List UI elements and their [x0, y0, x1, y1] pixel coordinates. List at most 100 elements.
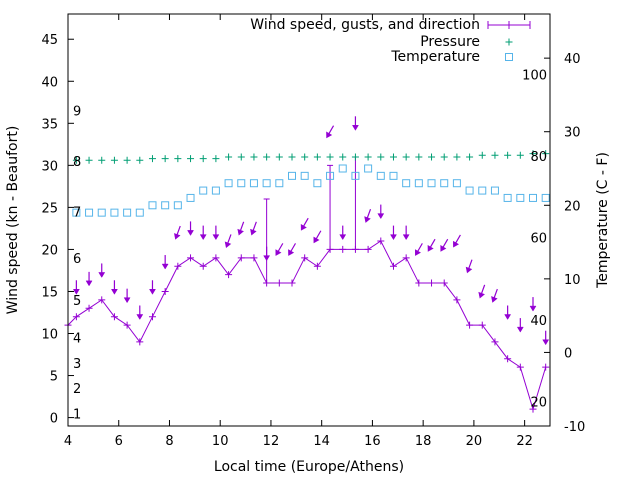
temperature-point — [123, 208, 132, 217]
wind-speed-point — [491, 338, 499, 346]
wind-gust-bar — [352, 156, 359, 250]
temperature-point — [300, 171, 309, 180]
temperature-point — [211, 186, 220, 195]
wind-direction-arrow-head — [339, 234, 347, 241]
wind-direction-arrow — [85, 271, 93, 287]
pressure-point — [174, 155, 182, 163]
pressure-point — [389, 153, 397, 161]
wind-direction-arrow — [414, 243, 423, 256]
legend-label-wind: Wind speed, gusts, and direction — [250, 17, 480, 33]
wind-speed-point — [123, 321, 131, 329]
pressure-point — [453, 153, 461, 161]
y-tick-label: 40 — [41, 75, 58, 90]
wind-direction-arrow — [288, 243, 297, 256]
wind-direction-arrow — [364, 209, 372, 223]
x-tick-label: 12 — [263, 434, 280, 449]
pressure-point — [199, 155, 207, 163]
pressure-point — [542, 150, 550, 158]
pressure-point — [402, 153, 410, 161]
fahrenheit-label: 80 — [530, 150, 547, 165]
wind-direction-arrow — [136, 305, 144, 320]
wind-direction-arrow-head — [478, 291, 485, 299]
pressure-point — [161, 155, 169, 163]
wind-direction-arrow — [453, 234, 461, 248]
wind-speed-point — [428, 279, 436, 287]
wind-direction-arrow-head — [465, 266, 473, 274]
pressure-point — [313, 153, 321, 161]
wind-direction-arrow-head — [98, 272, 106, 278]
wind-direction-arrow-head — [414, 249, 421, 256]
y2-tick-label: 10 — [564, 273, 581, 288]
wind-direction-arrow — [313, 230, 322, 244]
fahrenheit-label: 60 — [530, 232, 547, 247]
wind-direction-arrow — [529, 297, 537, 312]
temperature-point — [288, 171, 297, 180]
wind-direction-arrow-head — [275, 249, 282, 256]
wind-speed-line — [67, 240, 547, 411]
pressure-point — [85, 156, 93, 164]
pressure-point — [529, 150, 537, 158]
temperature-point — [364, 164, 373, 173]
wind-speed-point — [148, 313, 156, 321]
temperature-point — [338, 164, 347, 173]
beaufort-labels: 1 2 3 4 5 6 7 8 9 — [73, 105, 81, 423]
pressure-point — [98, 156, 106, 164]
temperature-point — [186, 193, 195, 202]
temperature-point — [452, 179, 461, 188]
wind-direction-arrow-head — [300, 223, 307, 231]
wind-direction-arrow-head — [288, 249, 295, 256]
wind-direction-arrow — [516, 318, 524, 333]
wind-speed-point — [364, 245, 372, 253]
wind-speed-point — [377, 237, 385, 245]
wind-speed-point — [225, 271, 233, 279]
pressure-point — [504, 151, 512, 159]
wind-speed-point — [136, 338, 144, 346]
wind-direction-arrow-head — [542, 339, 550, 346]
wind-direction-arrow — [339, 225, 347, 241]
wind-speed-point — [529, 405, 537, 413]
temperature-point — [389, 171, 398, 180]
x-tick-label: 8 — [165, 434, 173, 449]
y-tick-label: 0 — [50, 412, 58, 427]
beaufort-label: 1 — [73, 407, 81, 422]
beaufort-label: 6 — [73, 252, 81, 267]
plot-frame — [67, 13, 551, 427]
pressure-point — [339, 153, 347, 161]
beaufort-label: 7 — [73, 206, 81, 221]
x-tick-label: 22 — [516, 434, 533, 449]
wind-speed-point — [516, 363, 524, 371]
wind-direction-arrow — [161, 255, 169, 270]
wind-direction-arrow — [427, 238, 436, 252]
temperature-point — [224, 179, 233, 188]
wind-direction-arrow-head — [491, 296, 498, 303]
temperature-point — [237, 179, 246, 188]
wind-speed-point — [237, 254, 245, 262]
x-tick-label: 10 — [212, 434, 229, 449]
wind-direction-arrow — [187, 221, 194, 236]
wind-speed-point — [466, 321, 474, 329]
legend-sample-temperature — [505, 53, 513, 61]
wind-direction-arrow — [542, 330, 550, 346]
wind-speed-point — [339, 245, 347, 253]
wind-direction-arrow — [390, 225, 397, 241]
wind-direction-arrow-head — [149, 289, 156, 295]
y-tick-label: 15 — [41, 285, 58, 300]
temperature-point — [173, 201, 182, 210]
temperature-point — [427, 179, 436, 188]
temperature-point — [110, 208, 119, 217]
fahrenheit-labels: 20 40 60 80 100 — [522, 68, 547, 410]
pressure-point — [326, 153, 334, 161]
temperature-point — [85, 208, 94, 217]
pressure-point — [263, 153, 271, 161]
x-tick-label: 6 — [115, 434, 123, 449]
pressure-point — [428, 153, 436, 161]
wind-speed-point — [389, 262, 397, 270]
pressure-point — [491, 151, 499, 159]
wind-speed-point — [98, 296, 106, 304]
pressure-point — [364, 153, 372, 161]
wind-direction-arrow — [465, 259, 473, 274]
wind-speed-point — [542, 363, 550, 371]
wind-direction-arrow — [250, 221, 257, 236]
y-tick-label: 20 — [41, 243, 58, 258]
y2-axis-label: Temperature (C - F) — [595, 152, 611, 289]
